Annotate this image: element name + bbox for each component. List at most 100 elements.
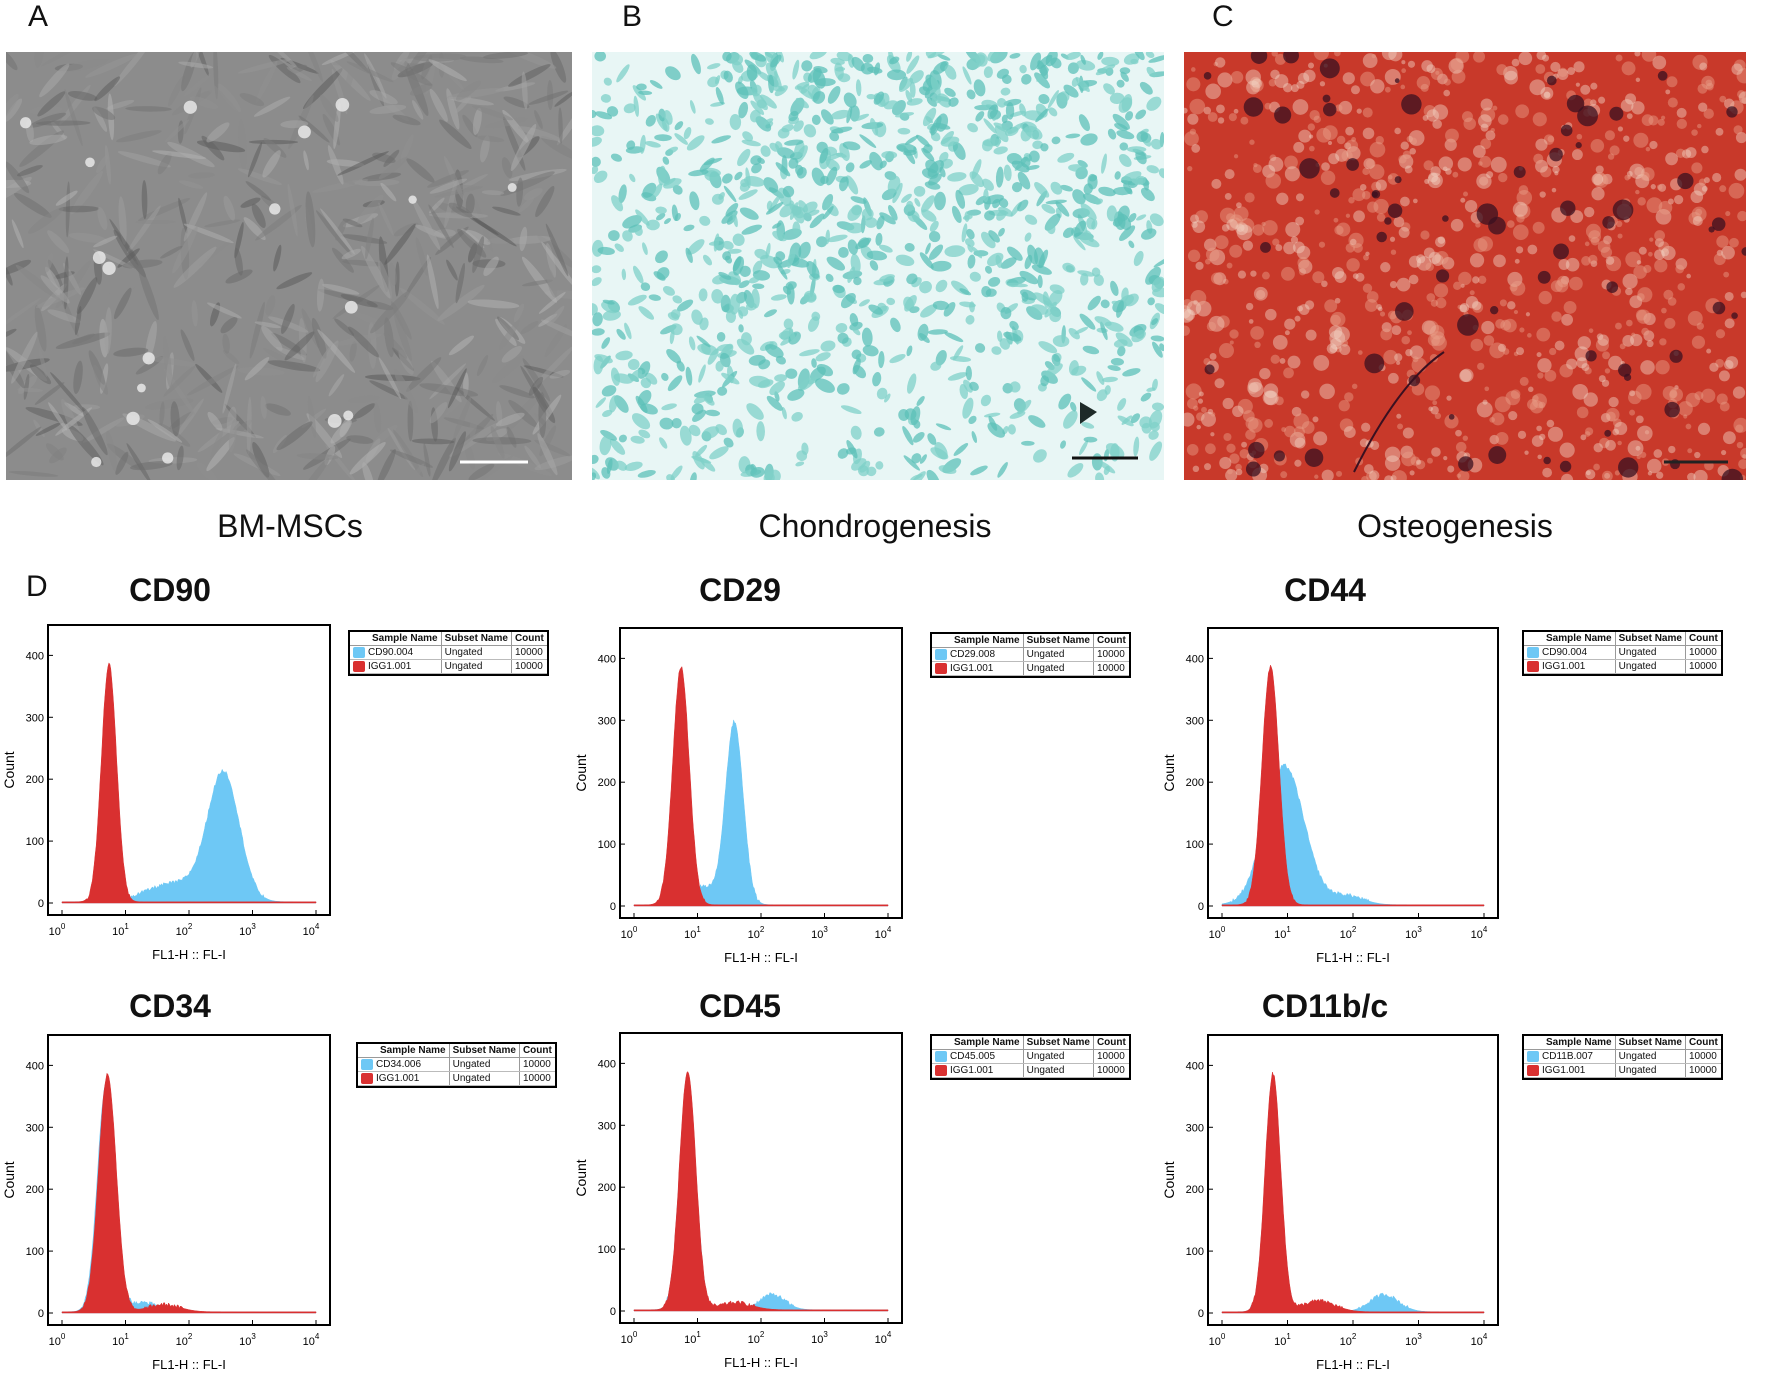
panel-letter-a: A	[28, 0, 49, 33]
y-tick-label: 100	[26, 1246, 44, 1258]
plot-title-cd34: CD34	[129, 988, 211, 1024]
x-tick-label: 103	[239, 922, 256, 938]
x-tick-label: 102	[748, 1330, 765, 1346]
x-tick-label: 102	[748, 925, 765, 941]
legend-swatch	[935, 663, 947, 675]
legend-cd34: Sample Name Subset Name Count CD34.006 Ungat…	[356, 1042, 557, 1089]
legend-cell: IGG1.001	[950, 1065, 994, 1077]
x-tick-label: 103	[1405, 925, 1422, 941]
caption-osteogenesis: Osteogenesis	[1357, 508, 1553, 544]
x-tick-label: 104	[1471, 925, 1488, 941]
legend-header: Subset Name	[1023, 634, 1094, 648]
y-tick-label: 400	[598, 653, 616, 665]
plot-title-cd44: CD44	[1284, 572, 1366, 608]
legend-cell: Ungated	[1026, 1065, 1065, 1077]
legend-cell: 10000	[1688, 1051, 1717, 1063]
y-tick-label: 400	[1186, 1060, 1204, 1072]
legend-header: Subset Name	[441, 632, 512, 646]
legend-swatch	[935, 649, 947, 660]
histogram-series-igg1-001	[633, 665, 889, 907]
legend-cell: 10000	[1688, 647, 1717, 659]
x-tick-label: 103	[1405, 1332, 1422, 1348]
y-tick-label: 100	[598, 839, 616, 851]
legend-row: IGG1.001 Ungated 10000	[350, 659, 547, 675]
legend-cell: IGG1.001	[950, 663, 994, 675]
y-axis-label: Count	[1, 1161, 17, 1198]
legend-cd45: Sample Name Subset Name Count CD45.005 Ungat…	[930, 1034, 1131, 1081]
legend-swatch	[1527, 1065, 1539, 1077]
x-tick-label: 102	[176, 1332, 193, 1348]
x-tick-label: 104	[875, 1330, 892, 1346]
legend-row: CD45.005 Ungated 10000	[932, 1049, 1129, 1065]
x-tick-label: 103	[811, 925, 828, 941]
legend-cell: 10000	[1096, 649, 1125, 661]
x-axis-label: FL1-H :: FL-I	[152, 947, 226, 962]
y-tick-label: 400	[598, 1058, 616, 1070]
legend-header: Sample Name	[1524, 632, 1616, 646]
legend-row: CD29.008 Ungated 10000	[932, 647, 1129, 663]
legend-cell: CD34.006	[376, 1059, 422, 1071]
legend-cell: 10000	[1096, 1065, 1125, 1077]
y-tick-label: 400	[1186, 653, 1204, 665]
histogram-series-igg1-001	[61, 662, 317, 904]
legend-row: IGG1.001 Ungated 10000	[1524, 659, 1721, 675]
y-tick-label: 100	[1186, 839, 1204, 851]
legend-cd29: Sample Name Subset Name Count CD29.008 Ungat…	[930, 632, 1131, 679]
plot-title-cd45: CD45	[699, 988, 781, 1024]
x-tick-label: 100	[621, 925, 638, 941]
legend-cell: 10000	[522, 1059, 551, 1071]
legend-header: Subset Name	[1023, 1036, 1094, 1050]
y-tick-label: 300	[1186, 1122, 1204, 1134]
y-tick-label: 300	[1186, 715, 1204, 727]
micrograph-bm-mscs	[6, 52, 572, 480]
legend-cell: Ungated	[1026, 1051, 1065, 1063]
legend-cell: CD11B.007	[1542, 1051, 1593, 1063]
legend-header: Subset Name	[1615, 632, 1686, 646]
legend-swatch	[353, 647, 365, 658]
legend-cell: IGG1.001	[368, 661, 412, 673]
legend-header: Count	[519, 1044, 555, 1058]
legend-row: IGG1.001 Ungated 10000	[358, 1071, 555, 1087]
x-tick-label: 100	[621, 1330, 638, 1346]
x-tick-label: 103	[811, 1330, 828, 1346]
plot-title-cd11bc: CD11b/c	[1261, 988, 1389, 1024]
legend-swatch	[1527, 647, 1539, 658]
legend-header: Count	[1093, 634, 1129, 648]
x-axis-label: FL1-H :: FL-I	[724, 1355, 798, 1370]
x-tick-label: 104	[875, 925, 892, 941]
plot-title-cd29: CD29	[699, 572, 781, 608]
x-tick-label: 102	[1340, 925, 1357, 941]
histogram-series-igg1-001	[1221, 1071, 1485, 1314]
legend-cell: IGG1.001	[1542, 661, 1586, 673]
x-tick-label: 100	[1209, 1332, 1226, 1348]
x-tick-label: 101	[684, 925, 701, 941]
legend-cell: 10000	[514, 661, 543, 673]
legend-swatch	[353, 661, 365, 673]
y-tick-label: 0	[610, 901, 616, 913]
legend-header: Count	[511, 632, 547, 646]
x-tick-label: 100	[1209, 925, 1226, 941]
x-tick-label: 101	[1274, 925, 1291, 941]
panel-letter-c: C	[1212, 0, 1234, 33]
y-axis-label: Count	[1, 751, 17, 788]
x-axis-label: FL1-H :: FL-I	[152, 1357, 226, 1372]
legend-cell: Ungated	[1026, 663, 1065, 675]
legend-row: CD90.004 Ungated 10000	[350, 645, 547, 661]
y-tick-label: 400	[26, 650, 44, 662]
legend-header: Sample Name	[932, 634, 1024, 648]
caption-chondrogenesis: Chondrogenesis	[758, 508, 992, 544]
legend-swatch	[361, 1059, 373, 1070]
y-tick-label: 200	[598, 777, 616, 789]
micrograph-osteogenesis	[1184, 52, 1746, 480]
y-tick-label: 200	[1186, 1184, 1204, 1196]
y-tick-label: 200	[1186, 777, 1204, 789]
x-tick-label: 104	[1471, 1332, 1488, 1348]
legend-header: Count	[1685, 632, 1721, 646]
legend-cell: Ungated	[1618, 1065, 1657, 1077]
x-tick-label: 101	[684, 1330, 701, 1346]
y-tick-label: 0	[1198, 1308, 1204, 1320]
y-tick-label: 300	[26, 1122, 44, 1134]
